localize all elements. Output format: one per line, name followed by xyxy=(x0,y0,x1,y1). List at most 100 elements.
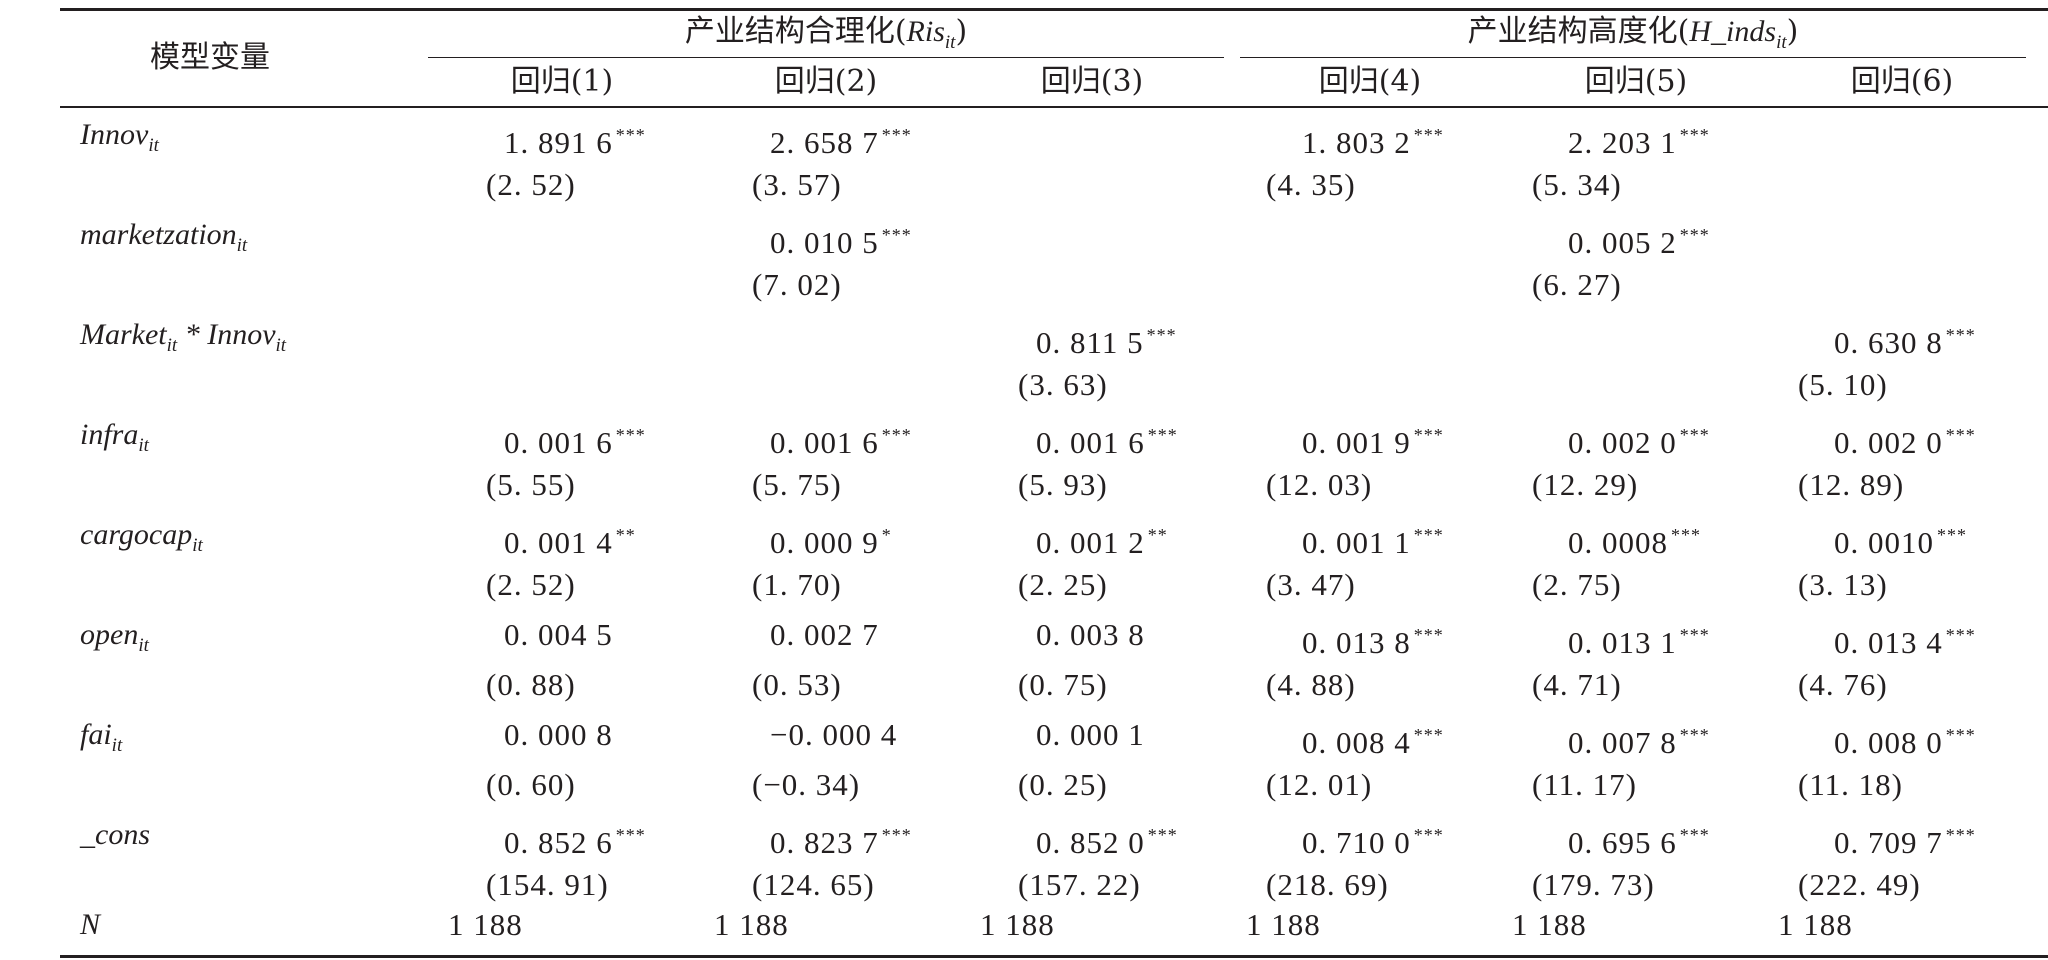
significance-stars: *** xyxy=(615,425,646,445)
significance-stars: *** xyxy=(1671,525,1701,545)
t-statistic: (0. 25) xyxy=(1018,767,1108,802)
group-header: 产业结构合理化(Risit) xyxy=(526,12,1126,63)
variable-name: faiit xyxy=(80,715,122,766)
coefficient-value: 1. 891 6 xyxy=(504,125,613,160)
t-statistic: (5. 34) xyxy=(1532,167,1622,202)
variable-name: cargocapit xyxy=(80,515,203,566)
coefficient: 0. 002 0 *** xyxy=(1834,415,1976,463)
t-statistic: (6. 27) xyxy=(1532,267,1622,302)
coefficient-value: 0. 0008 xyxy=(1568,525,1668,560)
coefficient-value: 0. 709 7 xyxy=(1834,825,1943,860)
t-statistic: (0. 75) xyxy=(1018,667,1108,702)
t-statistic: (4. 35) xyxy=(1266,167,1356,202)
coefficient: 0. 001 4 ** xyxy=(504,515,636,563)
coefficient: 0. 003 8 xyxy=(1036,615,1145,655)
significance-stars: *** xyxy=(881,125,912,145)
coefficient-value: 0. 001 1 xyxy=(1302,525,1411,560)
t-statistic: (3. 57) xyxy=(752,167,842,202)
coefficient: 1. 803 2 *** xyxy=(1302,115,1444,163)
variable-subscript: it xyxy=(148,135,159,156)
significance-stars: *** xyxy=(1147,425,1178,445)
t-statistic: (154. 91) xyxy=(486,867,609,902)
significance-stars: *** xyxy=(1679,825,1710,845)
variable-part: cargocap xyxy=(80,518,193,551)
variable-subscript: it xyxy=(275,335,287,356)
variable-part: open xyxy=(80,618,139,651)
t-statistic: (7. 02) xyxy=(752,267,842,302)
significance-stars: *** xyxy=(1147,825,1178,845)
coefficient: −0. 000 4 xyxy=(770,715,897,755)
variable-subscript: it xyxy=(166,335,178,356)
t-statistic: (11. 17) xyxy=(1532,767,1637,802)
coefficient: 0. 852 0 *** xyxy=(1036,815,1178,863)
t-statistic: (4. 88) xyxy=(1266,667,1356,702)
coefficient-value: 0. 630 8 xyxy=(1834,325,1943,360)
coefficient-value: 0. 001 2 xyxy=(1036,525,1145,560)
group-header-close: ) xyxy=(955,14,968,49)
group-header-subscript: it xyxy=(944,32,956,53)
significance-stars: *** xyxy=(1413,725,1444,745)
variable-name: openit xyxy=(80,615,149,666)
significance-stars: *** xyxy=(1146,325,1177,345)
t-statistic: (−0. 34) xyxy=(752,767,861,802)
variable-name: Marketit * Innovit xyxy=(80,315,286,366)
coefficient: 0. 008 4 *** xyxy=(1302,715,1444,763)
coefficient: 0. 0010 *** xyxy=(1834,515,1967,563)
variable-part: infra xyxy=(80,418,139,451)
coefficient: 0. 709 7 *** xyxy=(1834,815,1976,863)
t-statistic: (157. 22) xyxy=(1018,867,1141,902)
coefficient-value: 0. 008 0 xyxy=(1834,725,1943,760)
sample-size: 1 188 xyxy=(980,907,1055,942)
t-statistic: (12. 03) xyxy=(1266,467,1373,502)
significance-stars: ** xyxy=(615,525,636,545)
sample-size: 1 188 xyxy=(1512,907,1587,942)
coefficient-value: 0. 002 0 xyxy=(1834,425,1943,460)
coefficient-value: 0. 811 5 xyxy=(1036,325,1144,360)
column-header-3: 回归(3) xyxy=(1040,64,1144,99)
coefficient: 0. 823 7 *** xyxy=(770,815,912,863)
coefficient: 0. 630 8 *** xyxy=(1834,315,1976,363)
coefficient: 0. 000 8 xyxy=(504,715,613,755)
coefficient-value: 0. 013 8 xyxy=(1302,625,1411,660)
coefficient: 0. 001 6 *** xyxy=(504,415,646,463)
variable-subscript: it xyxy=(236,235,248,256)
t-statistic: (4. 71) xyxy=(1532,667,1622,702)
coefficient-value: 0. 852 0 xyxy=(1036,825,1145,860)
group-header-variable: H_indsit xyxy=(1689,15,1787,53)
coefficient-value: 0. 852 6 xyxy=(504,825,613,860)
significance-stars: *** xyxy=(881,825,912,845)
coefficient: 0. 013 1 *** xyxy=(1568,615,1710,663)
coefficient: 0. 005 2 *** xyxy=(1568,215,1710,263)
t-statistic: (4. 76) xyxy=(1798,667,1888,702)
t-statistic: (2. 52) xyxy=(486,167,576,202)
t-statistic: (5. 93) xyxy=(1018,467,1108,502)
coefficient: 2. 658 7 *** xyxy=(770,115,912,163)
group-header-label: 产业结构高度化( xyxy=(1467,14,1690,49)
t-statistic: (5. 10) xyxy=(1798,367,1888,402)
coefficient-value: 0. 003 8 xyxy=(1036,617,1145,652)
coefficient-value: 0. 001 4 xyxy=(504,525,613,560)
coefficient-value: 0. 0010 xyxy=(1834,525,1934,560)
variable-subscript: it xyxy=(111,735,123,756)
t-statistic: (2. 52) xyxy=(486,567,576,602)
coefficient: 0. 001 2 ** xyxy=(1036,515,1168,563)
coefficient: 0. 852 6 *** xyxy=(504,815,646,863)
coefficient-value: 0. 001 6 xyxy=(1036,425,1145,460)
significance-stars: *** xyxy=(881,225,912,245)
significance-stars: *** xyxy=(615,125,646,145)
coefficient: 0. 001 6 *** xyxy=(770,415,912,463)
coefficient-value: 0. 001 6 xyxy=(770,425,879,460)
t-statistic: (222. 49) xyxy=(1798,867,1921,902)
significance-stars: *** xyxy=(1937,525,1967,545)
column-header-6: 回归(6) xyxy=(1850,64,1954,99)
stub-header: 模型变量 xyxy=(150,40,270,75)
variable-part: Innov xyxy=(80,118,149,151)
group-rule-rationalization xyxy=(428,57,1224,58)
significance-stars: *** xyxy=(1945,425,1976,445)
coefficient: 0. 811 5 *** xyxy=(1036,315,1177,363)
column-header-1: 回归(1) xyxy=(510,64,614,99)
coefficient: 0. 0008 *** xyxy=(1568,515,1701,563)
t-statistic: (0. 60) xyxy=(486,767,576,802)
t-statistic: (218. 69) xyxy=(1266,867,1389,902)
variable-name: marketzationit xyxy=(80,215,247,266)
